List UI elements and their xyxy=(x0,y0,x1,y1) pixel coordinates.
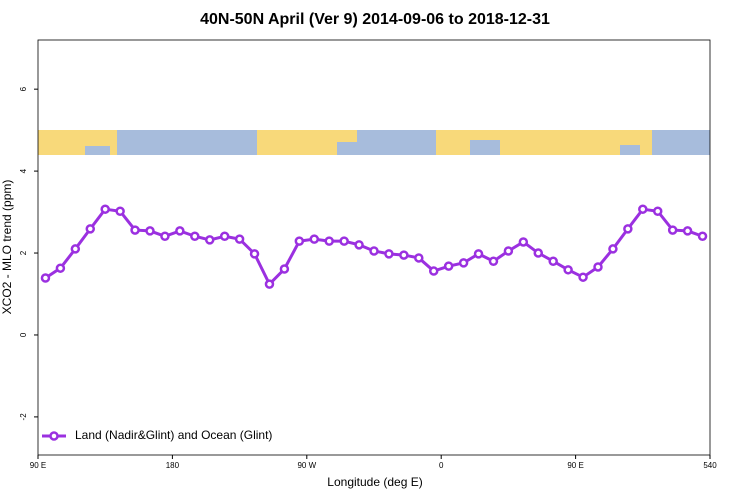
x-tick-label: 0 xyxy=(439,461,444,470)
point xyxy=(652,206,663,216)
legend-label: Land (Nadir&Glint) and Ocean (Glint) xyxy=(75,428,272,442)
point xyxy=(548,256,558,266)
x-tick-label: 90 E xyxy=(567,461,583,470)
point xyxy=(354,240,364,250)
ocean xyxy=(85,146,110,155)
point xyxy=(204,235,215,245)
point xyxy=(264,279,275,289)
ocean xyxy=(620,145,640,155)
point xyxy=(324,236,334,246)
point xyxy=(234,234,245,244)
point xyxy=(563,265,573,275)
point xyxy=(279,264,290,274)
y-axis-label: XCO2 - MLO trend (ppm) xyxy=(0,180,14,315)
point xyxy=(249,249,260,259)
point xyxy=(667,225,678,235)
point xyxy=(503,246,514,256)
x-tick-label: 540 xyxy=(703,461,717,470)
x-axis-label: Longitude (deg E) xyxy=(327,475,422,489)
point xyxy=(443,261,454,271)
point xyxy=(160,231,170,241)
point xyxy=(219,231,230,241)
point xyxy=(70,244,81,254)
point xyxy=(309,234,320,244)
y-tick-label: -2 xyxy=(19,413,28,421)
point xyxy=(518,237,529,247)
y-tick-label: 6 xyxy=(19,86,28,91)
point xyxy=(473,249,484,259)
point xyxy=(190,231,200,241)
y-tick-label: 2 xyxy=(19,250,28,255)
map-strip xyxy=(38,130,710,155)
chart-title: 40N-50N April (Ver 9) 2014-09-06 to 2018… xyxy=(200,11,550,28)
y-tick-label: 4 xyxy=(19,168,28,173)
point xyxy=(593,262,603,272)
land xyxy=(257,130,337,155)
point xyxy=(85,224,96,234)
point xyxy=(145,226,155,236)
point xyxy=(339,236,349,246)
point xyxy=(294,236,305,246)
point xyxy=(384,249,394,259)
point xyxy=(130,225,140,235)
point xyxy=(623,224,633,234)
point xyxy=(578,272,588,282)
point xyxy=(428,266,439,276)
point xyxy=(488,256,499,266)
point xyxy=(399,250,409,260)
point xyxy=(533,248,544,258)
plot-frame xyxy=(37,39,711,456)
land xyxy=(337,130,357,142)
legend-marker xyxy=(49,431,59,441)
y-tick-label: 0 xyxy=(19,332,28,337)
x-tick-label: 90 E xyxy=(30,461,46,470)
point xyxy=(369,246,379,256)
land xyxy=(436,130,652,155)
point xyxy=(115,206,125,216)
point xyxy=(608,244,618,254)
point xyxy=(697,231,708,241)
point xyxy=(55,263,66,273)
x-tick-label: 180 xyxy=(166,461,180,470)
point xyxy=(682,226,693,236)
x-tick-label: 90 W xyxy=(297,461,316,470)
point xyxy=(414,253,424,263)
point xyxy=(175,226,185,236)
point xyxy=(40,273,51,283)
point xyxy=(638,204,648,214)
ocean xyxy=(470,140,500,155)
point xyxy=(100,204,110,214)
point xyxy=(458,258,469,268)
